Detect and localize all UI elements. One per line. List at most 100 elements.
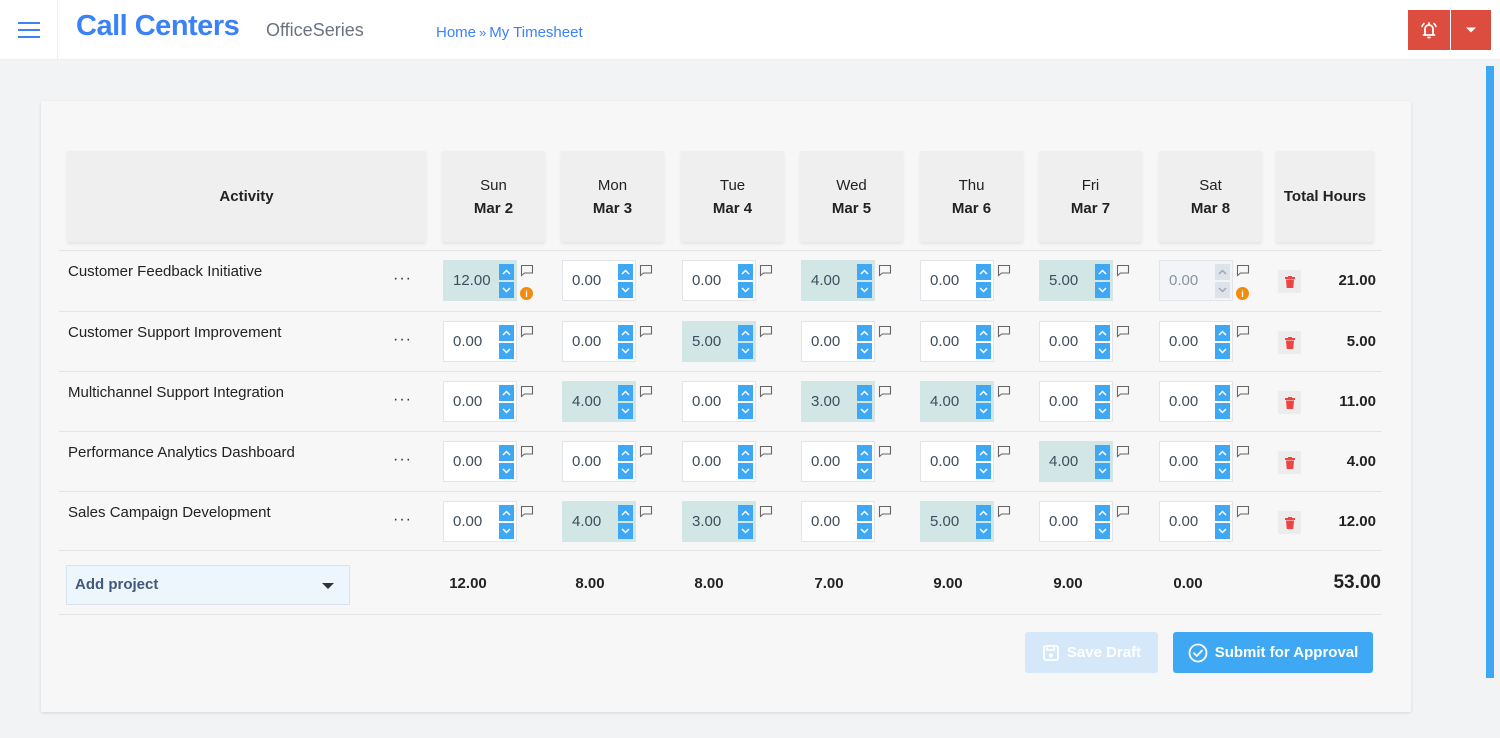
increment-button[interactable]: [857, 445, 872, 461]
hours-input[interactable]: 4.00: [801, 260, 875, 301]
increment-button[interactable]: [1095, 325, 1110, 341]
decrement-button[interactable]: [857, 523, 872, 539]
alert-dropdown-toggle[interactable]: [1450, 10, 1491, 50]
comment-icon[interactable]: [639, 445, 653, 458]
decrement-button[interactable]: [618, 282, 633, 298]
decrement-button[interactable]: [618, 343, 633, 359]
comment-icon[interactable]: [878, 325, 892, 338]
hours-input[interactable]: 0.00: [1159, 501, 1233, 542]
comment-icon[interactable]: [997, 264, 1011, 277]
decrement-button[interactable]: [857, 463, 872, 479]
hours-input[interactable]: 0.00: [443, 501, 517, 542]
comment-icon[interactable]: [997, 385, 1011, 398]
increment-button[interactable]: [976, 325, 991, 341]
comment-icon[interactable]: [1116, 264, 1130, 277]
increment-button[interactable]: [857, 385, 872, 401]
comment-icon[interactable]: [639, 264, 653, 277]
hours-input[interactable]: 0.00: [1159, 381, 1233, 422]
comment-icon[interactable]: [520, 445, 534, 458]
comment-icon[interactable]: [1116, 385, 1130, 398]
hours-input[interactable]: 5.00: [1039, 260, 1113, 301]
decrement-button[interactable]: [1215, 403, 1230, 419]
increment-button[interactable]: [1095, 385, 1110, 401]
increment-button[interactable]: [738, 325, 753, 341]
comment-icon[interactable]: [1236, 445, 1250, 458]
comment-icon[interactable]: [639, 385, 653, 398]
decrement-button[interactable]: [1095, 463, 1110, 479]
decrement-button[interactable]: [738, 282, 753, 298]
decrement-button[interactable]: [1095, 343, 1110, 359]
increment-button[interactable]: [1215, 445, 1230, 461]
decrement-button[interactable]: [618, 403, 633, 419]
comment-icon[interactable]: [997, 445, 1011, 458]
decrement-button[interactable]: [499, 282, 514, 298]
info-warning-icon[interactable]: i: [520, 287, 533, 300]
comment-icon[interactable]: [639, 325, 653, 338]
increment-button[interactable]: [976, 385, 991, 401]
hours-input[interactable]: 4.00: [562, 381, 636, 422]
increment-button[interactable]: [857, 264, 872, 280]
row-options-menu[interactable]: ···: [393, 391, 412, 408]
decrement-button[interactable]: [738, 523, 753, 539]
hours-input[interactable]: 4.00: [1039, 441, 1113, 482]
increment-button[interactable]: [1215, 505, 1230, 521]
increment-button[interactable]: [738, 445, 753, 461]
decrement-button[interactable]: [976, 282, 991, 298]
increment-button[interactable]: [1095, 445, 1110, 461]
increment-button[interactable]: [1095, 505, 1110, 521]
hours-input[interactable]: 0.00: [801, 501, 875, 542]
hours-input[interactable]: 0.00: [920, 441, 994, 482]
hours-input[interactable]: 0.00: [682, 441, 756, 482]
decrement-button[interactable]: [618, 463, 633, 479]
decrement-button[interactable]: [499, 403, 514, 419]
hours-input[interactable]: 0.00: [1159, 321, 1233, 362]
hours-input[interactable]: 0.00: [1039, 381, 1113, 422]
hours-input[interactable]: 0.00: [443, 321, 517, 362]
hours-input[interactable]: 0.00: [562, 260, 636, 301]
hours-input[interactable]: 3.00: [801, 381, 875, 422]
comment-icon[interactable]: [759, 385, 773, 398]
comment-icon[interactable]: [759, 264, 773, 277]
hours-input[interactable]: 0.00: [801, 441, 875, 482]
comment-icon[interactable]: [1116, 445, 1130, 458]
decrement-button[interactable]: [976, 403, 991, 419]
hours-input[interactable]: 4.00: [562, 501, 636, 542]
hours-input[interactable]: 5.00: [682, 321, 756, 362]
increment-button[interactable]: [1215, 385, 1230, 401]
decrement-button[interactable]: [1215, 463, 1230, 479]
decrement-button[interactable]: [738, 463, 753, 479]
comment-icon[interactable]: [997, 325, 1011, 338]
add-project-dropdown[interactable]: Add project: [66, 565, 350, 605]
decrement-button[interactable]: [618, 523, 633, 539]
delete-row-button[interactable]: [1278, 270, 1301, 293]
delete-row-button[interactable]: [1278, 451, 1301, 474]
comment-icon[interactable]: [878, 445, 892, 458]
decrement-button[interactable]: [738, 403, 753, 419]
hours-input[interactable]: 0.00: [1039, 321, 1113, 362]
comment-icon[interactable]: [759, 445, 773, 458]
hours-input[interactable]: 3.00: [682, 501, 756, 542]
comment-icon[interactable]: [520, 505, 534, 518]
row-options-menu[interactable]: ···: [393, 270, 412, 287]
increment-button[interactable]: [976, 264, 991, 280]
delete-row-button[interactable]: [1278, 331, 1301, 354]
alert-bell-button[interactable]: [1408, 10, 1450, 50]
comment-icon[interactable]: [639, 505, 653, 518]
increment-button[interactable]: [618, 264, 633, 280]
decrement-button[interactable]: [976, 343, 991, 359]
increment-button[interactable]: [1215, 325, 1230, 341]
comment-icon[interactable]: [759, 505, 773, 518]
menu-icon[interactable]: [18, 22, 40, 38]
decrement-button[interactable]: [1215, 523, 1230, 539]
hours-input[interactable]: 0.00: [920, 260, 994, 301]
increment-button[interactable]: [976, 445, 991, 461]
hours-input[interactable]: 0.00: [801, 321, 875, 362]
decrement-button[interactable]: [1095, 403, 1110, 419]
comment-icon[interactable]: [878, 264, 892, 277]
comment-icon[interactable]: [1116, 505, 1130, 518]
hours-input[interactable]: 0.00: [443, 441, 517, 482]
increment-button[interactable]: [738, 505, 753, 521]
decrement-button[interactable]: [499, 463, 514, 479]
delete-row-button[interactable]: [1278, 391, 1301, 414]
decrement-button[interactable]: [1095, 523, 1110, 539]
